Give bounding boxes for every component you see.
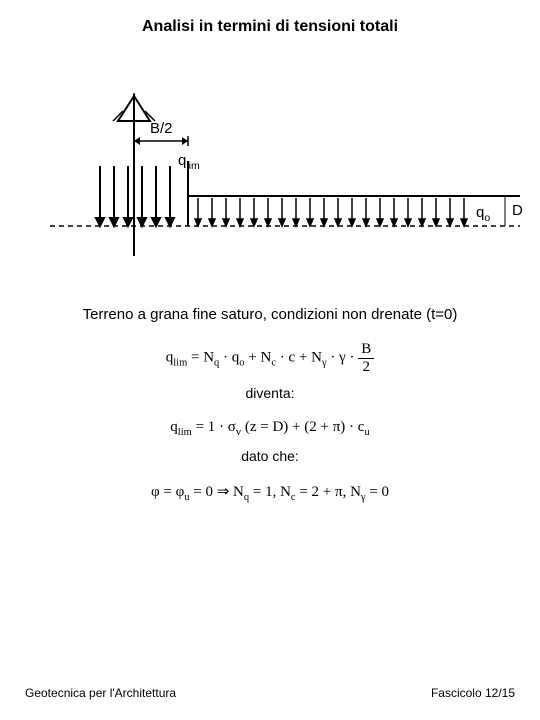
b-half-label: B/2 <box>150 120 173 137</box>
footer-left: Geotecnica per l'Architettura <box>25 686 176 700</box>
page-footer: Geotecnica per l'Architettura Fascicolo … <box>0 686 540 700</box>
qo-label: qo <box>476 204 490 224</box>
condition-text: Terreno a grana fine saturo, condizioni … <box>0 306 540 323</box>
page-title: Analisi in termini di tensioni totali <box>0 0 540 36</box>
diventa-label: diventa: <box>0 385 540 401</box>
formula-factors: φ = φu = 0 ⇒ Nq = 1, Nc = 2 + π, Nγ = 0 <box>0 482 540 503</box>
dato-che-label: dato che: <box>0 448 540 464</box>
diagram-svg <box>0 66 540 286</box>
footer-right: Fascicolo 12/15 <box>431 686 515 700</box>
formula-general: qlim = Nq · qo + Nc · c + Nγ · γ · B2 <box>0 341 540 375</box>
bearing-capacity-diagram: B/2 qlim qo D <box>0 66 540 286</box>
formula-undrained: qlim = 1 · σv (z = D) + (2 + π) · cu <box>0 419 540 438</box>
d-label: D <box>512 202 523 219</box>
qlim-label: qlim <box>178 152 200 172</box>
